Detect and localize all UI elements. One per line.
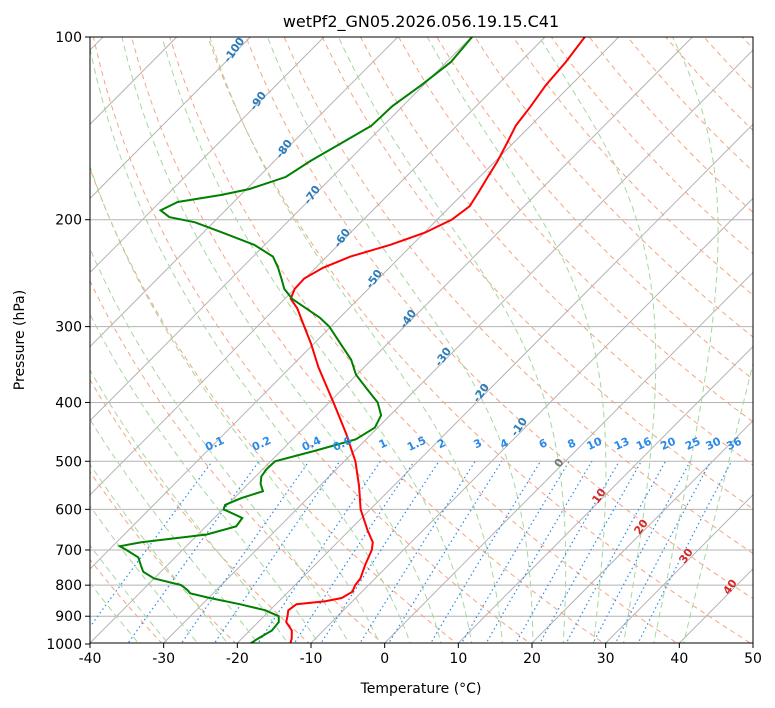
moist-adiabat-line	[683, 361, 753, 643]
grid-lines	[90, 37, 753, 643]
plot-frame	[89, 36, 754, 644]
y-tick-label: 800	[55, 578, 82, 594]
isotherm-line	[90, 37, 546, 496]
dry-adiabat-line	[283, 37, 753, 555]
mixing-ratio-line	[460, 460, 570, 643]
chart-title: wetPf2_GN05.2026.056.19.15.C41	[283, 12, 559, 32]
mixing-ratio-line	[320, 460, 440, 643]
moist-adiabat-line	[90, 45, 411, 643]
dry-adiabat-line	[169, 37, 678, 643]
moist-adiabats	[90, 37, 753, 643]
isotherm-line	[163, 49, 753, 643]
moist-adiabat-line	[90, 463, 229, 643]
moist-adiabat-line	[426, 37, 607, 643]
dry-adiabat-line	[90, 279, 384, 643]
moist-adiabat-line	[90, 165, 381, 643]
dry-adiabat-line	[90, 558, 163, 643]
moist-adiabat-line	[90, 544, 169, 643]
mixing-ratio-line	[388, 460, 503, 643]
moist-adiabat-line	[338, 37, 567, 643]
y-tick-label: 700	[55, 543, 82, 559]
x-tick-label: -20	[226, 651, 249, 667]
x-tick-label: 0	[380, 651, 389, 667]
x-tick-label: -40	[79, 651, 102, 667]
x-tick-label: -30	[152, 651, 175, 667]
isotherm-line	[384, 271, 753, 643]
moist-adiabat-line	[90, 505, 199, 643]
dry-adiabat-line	[512, 37, 753, 296]
x-tick-label: 50	[744, 651, 762, 667]
x-axis: -40 -30 -20 -10 0 10 20 30 40 50	[79, 643, 762, 667]
x-tick-label: 20	[523, 651, 541, 667]
isotherm-line	[90, 37, 472, 422]
isotherm-line	[605, 494, 753, 643]
mixing-ratio-label: 20	[658, 435, 678, 453]
mixing-ratio-label: 30	[704, 435, 724, 453]
dry-adiabat-line	[131, 37, 605, 643]
moist-adiabat-line	[538, 37, 657, 643]
mixing-ratio-label: 13	[612, 435, 631, 453]
isotherm-line	[90, 37, 251, 200]
moist-adiabat-line	[90, 418, 259, 643]
isotherm-line	[90, 37, 693, 643]
dry-adiabat-line	[90, 166, 457, 643]
dry-adiabat-line	[90, 378, 310, 643]
y-tick-label: 100	[55, 30, 82, 46]
moist-adiabat-line	[90, 313, 319, 643]
mixing-ratio-line	[293, 460, 415, 643]
isotherm-line	[531, 419, 753, 643]
isotherm-line	[90, 37, 325, 274]
y-tick-label: 600	[55, 502, 82, 518]
mixing-ratio-line	[90, 460, 213, 628]
x-tick-label: -10	[300, 651, 323, 667]
dry-adiabats	[90, 37, 753, 643]
dry-adiabat-line	[436, 37, 753, 380]
dry-adiabat-line	[245, 37, 753, 600]
moist-adiabat-line	[90, 582, 139, 643]
y-tick-label: 500	[55, 454, 82, 470]
y-tick-label: 400	[55, 395, 82, 411]
mixing-ratio-line	[539, 461, 642, 643]
y-tick-label: 1000	[46, 637, 82, 653]
mixing-ratio-line	[592, 461, 691, 643]
moist-adiabat-line	[90, 247, 350, 643]
mixing-ratio-line	[359, 460, 476, 643]
x-tick-label: 10	[449, 651, 467, 667]
mixing-ratio-label: 25	[683, 435, 702, 453]
moist-adiabat-line	[121, 37, 442, 643]
mixing-ratio-label: 10	[585, 435, 605, 453]
x-tick-label: 30	[597, 651, 615, 667]
mixing-ratio-line	[614, 461, 712, 643]
y-tick-label: 300	[55, 320, 82, 336]
y-axis: 100 200 300 400 500 600 700 800 900 1000	[46, 30, 90, 653]
moist-adiabat-line	[161, 37, 473, 643]
mixing-ratio-line	[565, 461, 667, 643]
isotherm-line	[90, 37, 620, 570]
mixing-ratio-line	[485, 460, 593, 643]
moist-adiabat-line	[90, 369, 289, 643]
moist-adiabat-line	[209, 37, 503, 643]
moist-adiabat-line	[267, 37, 534, 643]
isotherm-line	[90, 37, 399, 348]
mixing-ratio-lines	[90, 460, 733, 643]
mixing-ratio-label: 36	[724, 435, 744, 453]
x-axis-label: Temperature (°C)	[360, 681, 482, 697]
dry-adiabat-line	[398, 37, 753, 423]
dewpoint-profile	[117, 37, 473, 643]
isotherm-line	[236, 123, 753, 643]
temperature-profile	[285, 37, 586, 643]
mixing-ratio-label: 16	[634, 435, 654, 453]
profile-series	[117, 37, 586, 643]
x-tick-label: 40	[670, 651, 688, 667]
y-tick-label: 200	[55, 213, 82, 229]
mixing-ratio-line	[430, 460, 542, 643]
y-axis-label: Pressure (hPa)	[12, 290, 28, 390]
moist-adiabat-line	[653, 37, 719, 643]
dry-adiabat-line	[207, 37, 752, 643]
mixing-ratio-line	[515, 461, 620, 643]
y-tick-label: 900	[55, 609, 82, 625]
